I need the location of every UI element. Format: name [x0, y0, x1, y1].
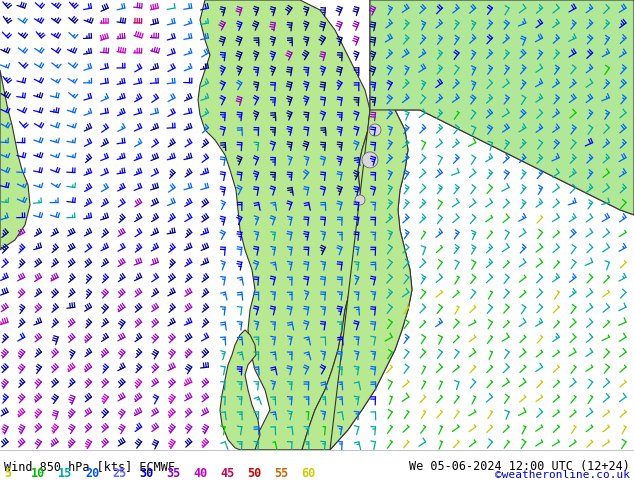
Polygon shape	[370, 0, 634, 215]
Text: 30: 30	[139, 467, 153, 480]
Text: 25: 25	[112, 467, 126, 480]
Text: 10: 10	[31, 467, 45, 480]
Text: 5: 5	[4, 467, 11, 480]
Text: 15: 15	[58, 467, 72, 480]
Text: 60: 60	[301, 467, 315, 480]
Polygon shape	[220, 330, 260, 450]
Circle shape	[355, 195, 365, 205]
Circle shape	[362, 152, 378, 168]
Polygon shape	[0, 70, 30, 250]
Text: We 05-06-2024 12:00 UTC (12+24): We 05-06-2024 12:00 UTC (12+24)	[409, 460, 630, 473]
Circle shape	[369, 124, 381, 136]
Text: 50: 50	[247, 467, 261, 480]
Text: 40: 40	[193, 467, 207, 480]
Text: 45: 45	[220, 467, 234, 480]
Text: 20: 20	[85, 467, 100, 480]
Polygon shape	[198, 0, 370, 450]
Text: ©weatheronline.co.uk: ©weatheronline.co.uk	[495, 470, 630, 480]
Text: 35: 35	[166, 467, 180, 480]
Text: 55: 55	[274, 467, 288, 480]
Polygon shape	[330, 0, 634, 450]
Polygon shape	[302, 110, 412, 450]
Text: Wind 850 hPa [kts] ECMWF: Wind 850 hPa [kts] ECMWF	[4, 460, 175, 473]
